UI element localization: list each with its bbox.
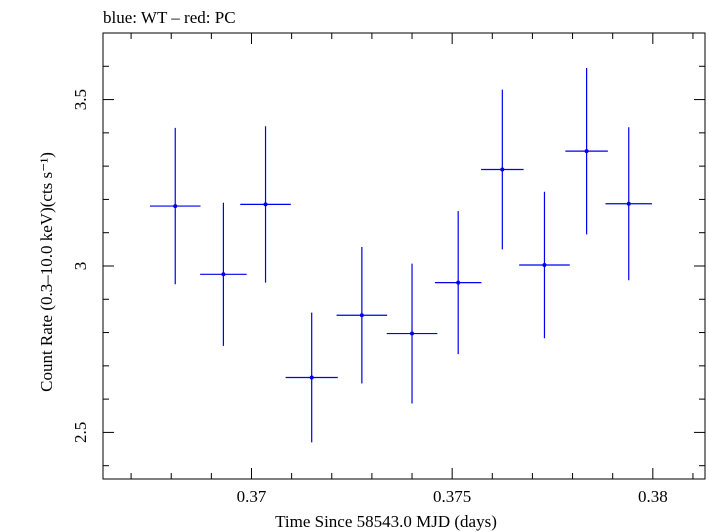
data-marker	[359, 313, 364, 318]
x-tick-label: 0.38	[638, 487, 668, 506]
data-point	[565, 67, 608, 235]
x-tick-label: 0.375	[433, 487, 471, 506]
data-marker	[309, 375, 314, 380]
y-axis-label: Count Rate (0.3–10.0 keV)(cts s⁻¹)	[37, 152, 56, 392]
data-point	[200, 202, 247, 346]
data-marker	[456, 280, 461, 285]
data-point	[386, 263, 438, 404]
data-marker	[410, 331, 415, 336]
data-marker	[221, 272, 226, 277]
axis-tick-labels: 0.37 0.375 0.38 2.5 3 3.5	[71, 89, 668, 506]
data-point	[285, 312, 338, 443]
axis-ticks	[103, 32, 705, 479]
data-point	[519, 191, 570, 339]
y-tick-label: 2.5	[71, 422, 90, 443]
y-tick-label: 3	[71, 262, 90, 271]
x-axis-label: Time Since 58543.0 MJD (days)	[275, 512, 497, 531]
data-point	[481, 89, 524, 250]
y-tick-label: 3.5	[71, 89, 90, 110]
data-point	[336, 247, 388, 384]
data-point	[240, 126, 291, 283]
chart-title: blue: WT – red: PC	[103, 8, 236, 27]
data-marker	[626, 201, 631, 206]
data-marker	[173, 204, 178, 209]
data-marker	[500, 167, 505, 172]
data-marker	[542, 262, 547, 267]
data-point	[605, 127, 653, 281]
plot-frame	[102, 32, 706, 480]
data-marker	[263, 202, 268, 207]
data-point	[149, 127, 201, 285]
data-points	[149, 67, 653, 443]
data-point	[434, 211, 482, 355]
x-tick-label: 0.37	[237, 487, 267, 506]
data-marker	[584, 149, 589, 154]
